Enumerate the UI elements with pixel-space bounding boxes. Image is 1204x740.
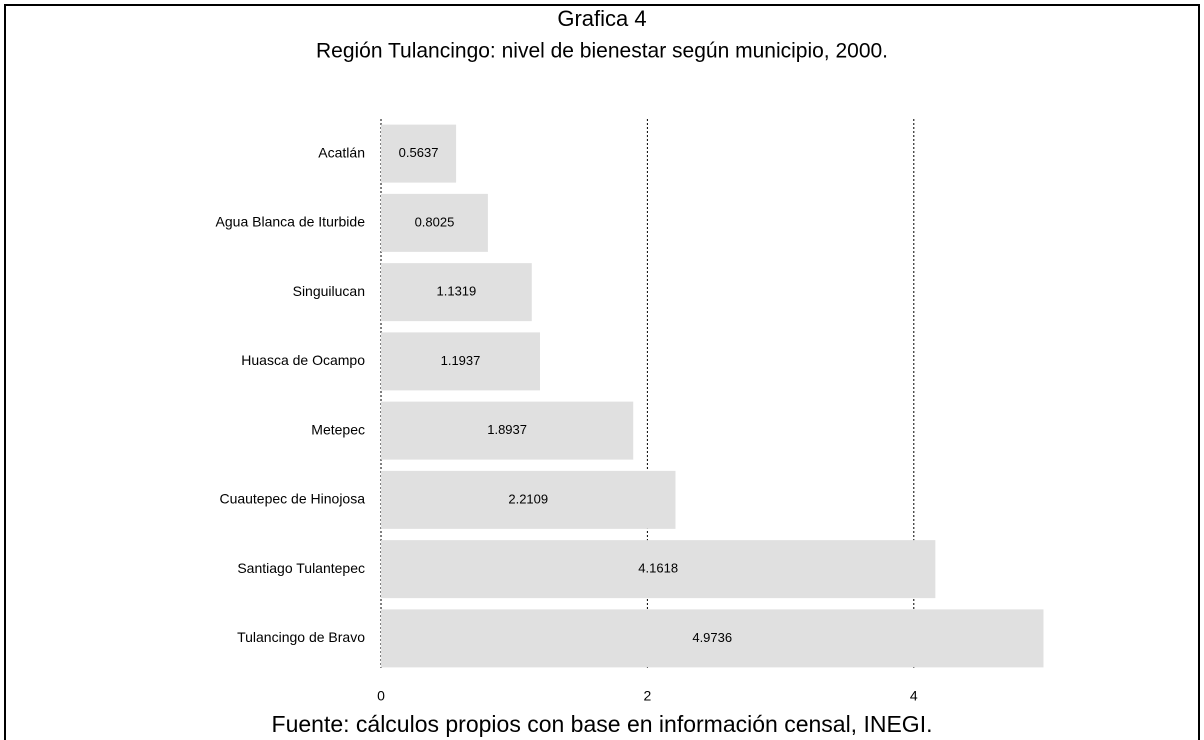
bar	[381, 540, 936, 599]
y-tick-label: Acatlán	[318, 144, 365, 160]
chart-subtitle: Región Tulancingo: nivel de bienestar se…	[316, 40, 888, 63]
y-tick-label: Singuilucan	[293, 283, 365, 299]
bar	[381, 332, 541, 391]
bar	[381, 470, 676, 529]
value-label: 1.8937	[487, 422, 527, 437]
chart-title: Grafica 4	[557, 6, 646, 31]
bar	[381, 609, 1044, 668]
x-tick-label: 2	[644, 688, 652, 704]
value-label: 4.9736	[692, 630, 732, 645]
bar	[381, 193, 488, 252]
value-label: 2.2109	[508, 491, 548, 506]
x-tick-label: 4	[910, 688, 918, 704]
value-label: 0.8025	[415, 214, 455, 229]
value-label: 4.1618	[638, 561, 678, 576]
y-tick-label: Agua Blanca de Iturbide	[216, 214, 366, 230]
value-label: 0.5637	[399, 145, 439, 160]
y-tick-label: Metepec	[311, 421, 365, 437]
frame	[4, 4, 1200, 740]
bar	[381, 263, 532, 322]
bar	[381, 124, 457, 183]
x-tick-label: 0	[377, 688, 385, 704]
value-label: 1.1937	[441, 353, 481, 368]
value-label: 1.1319	[437, 284, 477, 299]
y-tick-label: Cuautepec de Hinojosa	[219, 491, 365, 507]
y-tick-label: Santiago Tulantepec	[237, 560, 365, 576]
y-tick-label: Tulancingo de Bravo	[237, 629, 365, 645]
y-tick-label: Huasca de Ocampo	[241, 352, 365, 368]
bar	[381, 401, 634, 460]
source-note: Fuente: cálculos propios con base en inf…	[272, 711, 933, 737]
